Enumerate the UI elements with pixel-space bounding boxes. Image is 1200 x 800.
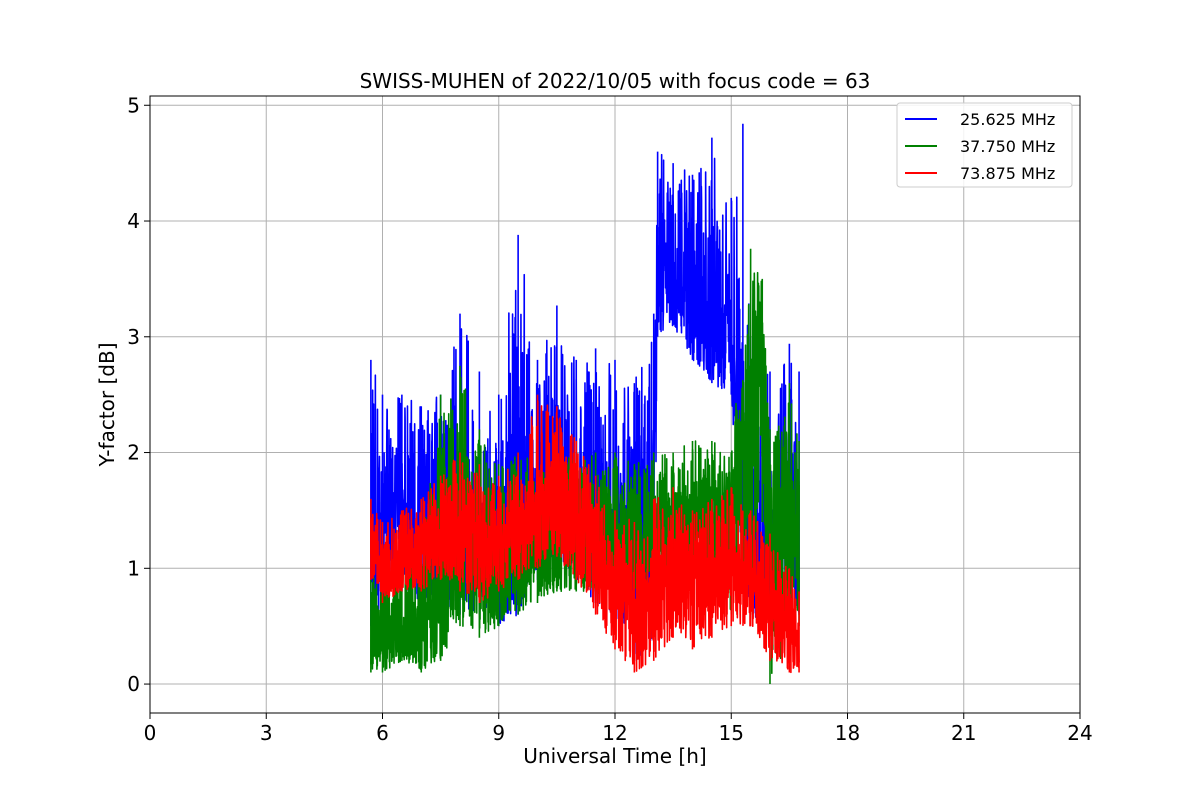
legend-label: 37.750 MHz <box>960 137 1055 156</box>
series-line-3 <box>370 400 800 674</box>
x-tick-label: 6 <box>376 721 389 745</box>
chart-title: SWISS-MUHEN of 2022/10/05 with focus cod… <box>360 69 871 93</box>
x-axis-label: Universal Time [h] <box>523 744 706 768</box>
x-tick-label: 21 <box>951 721 976 745</box>
x-tick-label: 24 <box>1067 721 1092 745</box>
x-axis-ticks: 0 3 6 9 12 15 18 21 24 <box>144 713 1093 745</box>
series-group <box>370 123 800 685</box>
y-tick-label: 4 <box>127 209 140 233</box>
x-tick-label: 18 <box>835 721 860 745</box>
x-tick-label: 3 <box>260 721 273 745</box>
y-tick-label: 2 <box>127 441 140 465</box>
x-tick-label: 9 <box>492 721 505 745</box>
legend-box <box>896 102 1073 188</box>
y-tick-label: 5 <box>127 93 140 117</box>
legend-label: 73.875 MHz <box>960 164 1055 183</box>
series-layer <box>370 123 800 685</box>
y-tick-label: 3 <box>127 325 140 349</box>
y-axis-ticks: 0 1 2 3 4 5 <box>127 93 150 696</box>
x-tick-label: 12 <box>602 721 627 745</box>
x-tick-label: 0 <box>144 721 157 745</box>
y-axis-label: Y-factor [dB] <box>95 342 119 467</box>
y-tick-label: 0 <box>127 672 140 696</box>
legend-label: 25.625 MHz <box>960 110 1055 129</box>
legend: 25.625 MHz 37.750 MHz 73.875 MHz <box>896 102 1073 188</box>
x-tick-label: 15 <box>719 721 744 745</box>
y-tick-label: 1 <box>127 556 140 580</box>
